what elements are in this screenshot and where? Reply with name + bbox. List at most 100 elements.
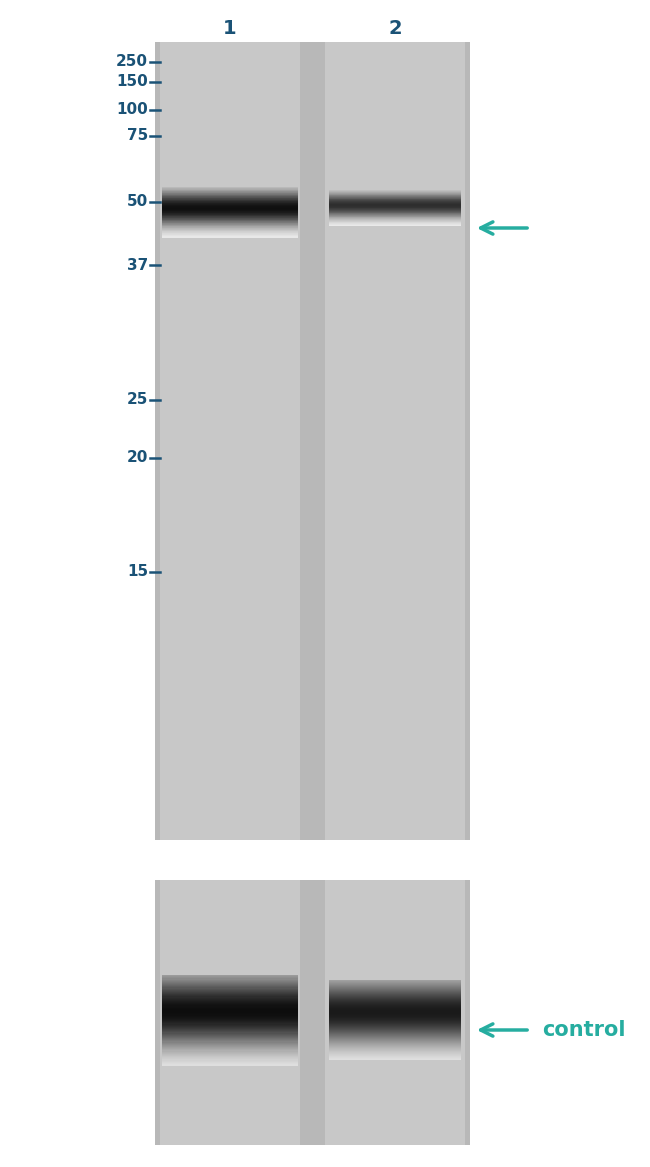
Bar [162, 1053, 298, 1054]
Bar [160, 42, 300, 840]
Bar [329, 1040, 461, 1041]
Text: 100: 100 [116, 103, 148, 118]
Bar [329, 993, 461, 994]
Bar [162, 1033, 298, 1034]
Bar [329, 1036, 461, 1037]
Bar [155, 42, 470, 840]
Bar [162, 974, 298, 977]
Bar [162, 999, 298, 1000]
Bar [162, 1046, 298, 1048]
Bar [162, 1018, 298, 1020]
Bar [329, 981, 461, 983]
Bar [329, 1042, 461, 1043]
Bar [162, 986, 298, 988]
Bar [162, 988, 298, 990]
Text: 20: 20 [127, 450, 148, 466]
Bar [162, 983, 298, 985]
Bar [162, 1043, 298, 1046]
Bar [329, 988, 461, 990]
Text: 1: 1 [223, 19, 237, 37]
Bar [329, 1046, 461, 1047]
Bar [162, 1005, 298, 1006]
Bar [329, 1054, 461, 1055]
Bar [162, 991, 298, 992]
Bar [329, 1023, 461, 1025]
Bar [162, 1048, 298, 1050]
Bar [329, 1011, 461, 1012]
Bar [162, 979, 298, 981]
Bar [329, 998, 461, 999]
Bar [329, 1005, 461, 1007]
Bar [325, 880, 465, 1145]
Bar [162, 1013, 298, 1015]
Bar [162, 1020, 298, 1021]
Bar [162, 1007, 298, 1009]
Bar [329, 1030, 461, 1032]
Bar [329, 1030, 461, 1033]
Bar [329, 1013, 461, 1014]
Bar [329, 987, 461, 988]
Bar [162, 1061, 298, 1062]
Bar [329, 986, 461, 987]
Bar [162, 990, 298, 991]
Bar [329, 1011, 461, 1013]
Bar [329, 1002, 461, 1004]
Bar [329, 1055, 461, 1056]
Bar [329, 1022, 461, 1023]
Bar [162, 1034, 298, 1035]
Bar [329, 1033, 461, 1034]
Bar [162, 1032, 298, 1033]
Bar [329, 1001, 461, 1002]
Bar [162, 1019, 298, 1020]
Bar [329, 991, 461, 993]
Bar [325, 42, 465, 840]
Bar [162, 1026, 298, 1027]
Bar [162, 1064, 298, 1065]
Bar [162, 997, 298, 998]
Bar [162, 1062, 298, 1063]
Bar [162, 1027, 298, 1028]
Bar [162, 1056, 298, 1057]
Bar [162, 1016, 298, 1019]
Bar [329, 1051, 461, 1053]
Bar [329, 1009, 461, 1011]
Text: 25: 25 [127, 392, 148, 407]
Bar [162, 1014, 298, 1016]
Bar [162, 1040, 298, 1042]
Bar [329, 1057, 461, 1060]
Bar [329, 1044, 461, 1047]
Bar [162, 1036, 298, 1039]
Bar [329, 1016, 461, 1018]
Bar [162, 1054, 298, 1055]
Bar [162, 1015, 298, 1018]
Text: 150: 150 [116, 75, 148, 90]
Bar [162, 1006, 298, 1008]
Bar [162, 981, 298, 984]
Bar [162, 1063, 298, 1064]
Bar [162, 1047, 298, 1049]
Bar [162, 1042, 298, 1044]
Bar [155, 880, 470, 1145]
Bar [162, 1011, 298, 1013]
Bar [329, 1028, 461, 1029]
Bar [162, 994, 298, 995]
Bar [329, 1056, 461, 1058]
Bar [329, 1004, 461, 1006]
Bar [162, 995, 298, 997]
Bar [329, 1006, 461, 1007]
Bar [329, 984, 461, 986]
Text: 250: 250 [116, 55, 148, 70]
Bar [329, 1034, 461, 1035]
Bar [162, 1004, 298, 1005]
Bar [162, 977, 298, 979]
Bar [329, 1056, 461, 1057]
Bar [329, 1015, 461, 1016]
Bar [162, 1035, 298, 1036]
Bar [162, 978, 298, 980]
Bar [162, 985, 298, 987]
Bar [162, 987, 298, 988]
Bar [329, 1007, 461, 1008]
Bar [329, 1047, 461, 1048]
Bar [162, 1008, 298, 1011]
Bar [162, 1028, 298, 1029]
